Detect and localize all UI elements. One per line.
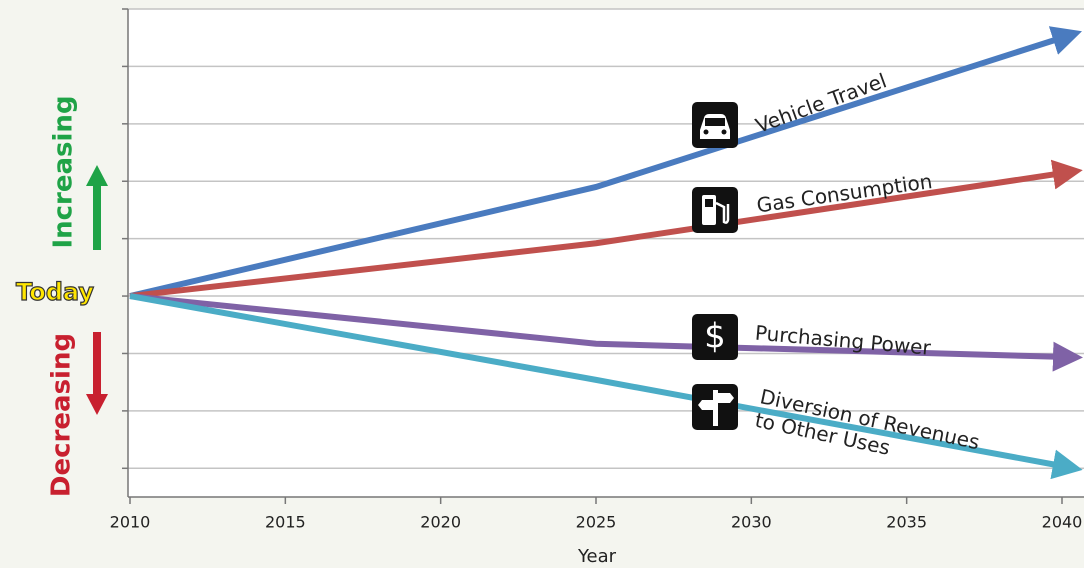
- series-line: [129, 159, 1083, 300]
- decreasing-label: Decreasing: [47, 333, 77, 497]
- x-tick-label: 2020: [420, 513, 461, 532]
- icon-dollar: $: [692, 314, 738, 360]
- series-line: [129, 293, 1083, 480]
- down-arrow-head: [86, 394, 108, 415]
- icon-car: [692, 102, 738, 148]
- x-tick-label: 2040: [1042, 513, 1083, 532]
- x-axis-label: Year: [577, 546, 617, 567]
- x-tick-label: 2025: [576, 513, 617, 532]
- up-arrow-head: [86, 165, 108, 186]
- x-tick-label: 2015: [265, 513, 306, 532]
- series-line: [129, 293, 1083, 372]
- icon-fuel: [692, 187, 738, 233]
- series-line: [129, 26, 1082, 299]
- increasing-label: Increasing: [49, 95, 79, 248]
- plot-area: [128, 9, 1084, 497]
- x-tick-label: 2010: [110, 513, 151, 532]
- x-tick-label: 2030: [731, 513, 772, 532]
- dollar-glyph: $: [704, 317, 726, 357]
- today-label: Today: [16, 278, 94, 306]
- x-tick-label: 2035: [886, 513, 927, 532]
- icon-signpost: [692, 384, 738, 430]
